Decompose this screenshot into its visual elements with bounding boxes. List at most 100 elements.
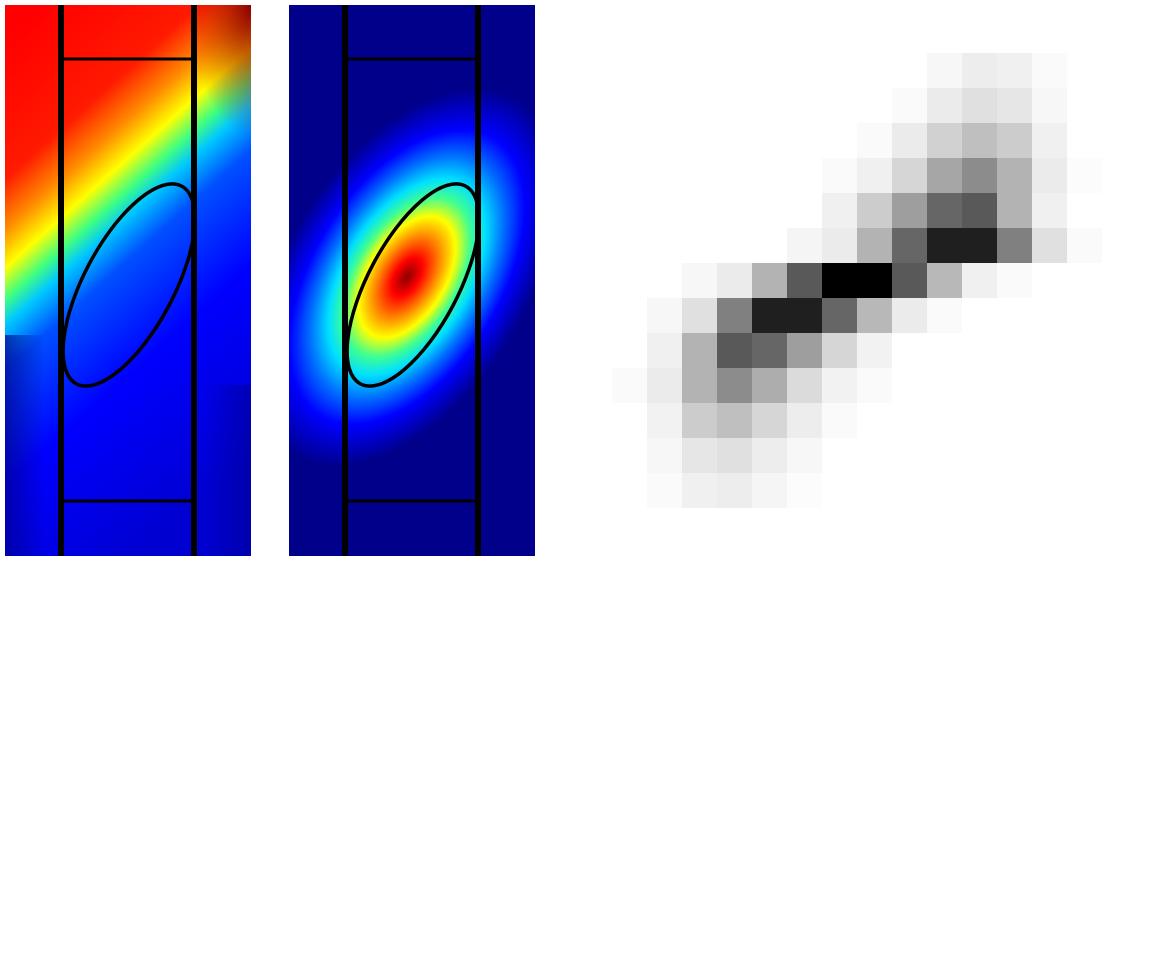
pixel-cell [927, 53, 962, 88]
pixel-cell [892, 158, 927, 193]
pixel-cell [822, 193, 857, 228]
pixel-cell [962, 123, 997, 158]
pixel-cell [822, 403, 857, 438]
pixel-cell [997, 193, 1032, 228]
pixel-cell [682, 333, 717, 368]
pixel-cell [787, 263, 822, 298]
pixel-cell [822, 158, 857, 193]
pixel-cell [787, 403, 822, 438]
pixel-cell [962, 263, 997, 298]
pixel-cell [1032, 53, 1067, 88]
pixel-cell [752, 403, 787, 438]
pixel-cell [997, 88, 1032, 123]
pixel-cell [927, 88, 962, 123]
pixel-cell [787, 298, 822, 333]
pixel-cell [1067, 158, 1102, 193]
pixel-cell [752, 333, 787, 368]
pixel-cell [857, 333, 892, 368]
phase-dark-corner [125, 5, 251, 265]
pixel-cell [647, 368, 682, 403]
pixel-cell [682, 473, 717, 508]
pixel-cell [857, 263, 892, 298]
pixel-cell [892, 263, 927, 298]
pixel-cell [647, 473, 682, 508]
pixel-cell [857, 158, 892, 193]
pixel-cell [997, 123, 1032, 158]
pixel-cell [717, 403, 752, 438]
pixel-grid [612, 53, 1102, 508]
pixel-cell [647, 403, 682, 438]
pixel-cell [997, 228, 1032, 263]
pixel-cell [752, 368, 787, 403]
pixel-cell [822, 333, 857, 368]
pixel-cell [1032, 88, 1067, 123]
pixel-cell [927, 193, 962, 228]
pixel-cell [682, 368, 717, 403]
phase-right-shade [205, 385, 251, 556]
pixel-cell [962, 228, 997, 263]
pixel-cell [927, 298, 962, 333]
pixel-cell [717, 333, 752, 368]
pixel-cell [1032, 228, 1067, 263]
pixel-cell [717, 473, 752, 508]
amplitude-map-panel [289, 5, 535, 556]
pixel-cell [997, 53, 1032, 88]
pixel-cell [962, 88, 997, 123]
pixel-cell [857, 193, 892, 228]
pixel-cell [822, 263, 857, 298]
pixel-cell [857, 368, 892, 403]
pixel-cell [857, 298, 892, 333]
pixel-cell [647, 333, 682, 368]
pixel-cell [962, 158, 997, 193]
pixel-cell [682, 403, 717, 438]
pixel-cell [787, 438, 822, 473]
pixel-cell [927, 123, 962, 158]
inclusion-ellipse [345, 182, 481, 388]
pixel-cell [717, 298, 752, 333]
pixel-cell [892, 228, 927, 263]
pixel-cell [857, 123, 892, 158]
pixel-cell [752, 263, 787, 298]
pixel-cell [752, 298, 787, 333]
pixel-cell [1067, 228, 1102, 263]
pixel-cell [857, 228, 892, 263]
pixel-cell [647, 438, 682, 473]
pixel-cell [822, 228, 857, 263]
pixel-cell [927, 158, 962, 193]
pixel-cell [787, 228, 822, 263]
pixel-cell [927, 228, 962, 263]
pixel-cell [892, 298, 927, 333]
pixel-cell [927, 263, 962, 298]
inclusion-ellipse [61, 182, 197, 388]
pixel-cell [997, 263, 1032, 298]
pixel-cell [787, 368, 822, 403]
pixel-cell [752, 473, 787, 508]
phase-map [5, 5, 251, 556]
pixel-cell [682, 298, 717, 333]
pixel-cell [1032, 193, 1067, 228]
pixel-cell [822, 298, 857, 333]
pixel-cell [997, 158, 1032, 193]
pixel-cell [682, 263, 717, 298]
pixel-cell [752, 438, 787, 473]
pixel-cell [962, 53, 997, 88]
pixel-cell [892, 123, 927, 158]
pixel-cell [717, 368, 752, 403]
pixel-cell [717, 263, 752, 298]
pixel-cell [962, 193, 997, 228]
pixel-cell [892, 193, 927, 228]
pixel-cell [787, 333, 822, 368]
amplitude-map [289, 5, 535, 556]
pixel-cell [647, 298, 682, 333]
pixel-cell [612, 368, 647, 403]
pixel-cell [787, 473, 822, 508]
pixel-cell [682, 438, 717, 473]
phase-left-shade [5, 335, 45, 556]
pixel-cell [717, 438, 752, 473]
pixel-grid-panel [580, 0, 1140, 560]
phase-map-panel [5, 5, 251, 556]
amplitude-field [289, 5, 535, 556]
pixel-cell [1032, 123, 1067, 158]
pixel-cell [1032, 158, 1067, 193]
pixel-cell [822, 368, 857, 403]
